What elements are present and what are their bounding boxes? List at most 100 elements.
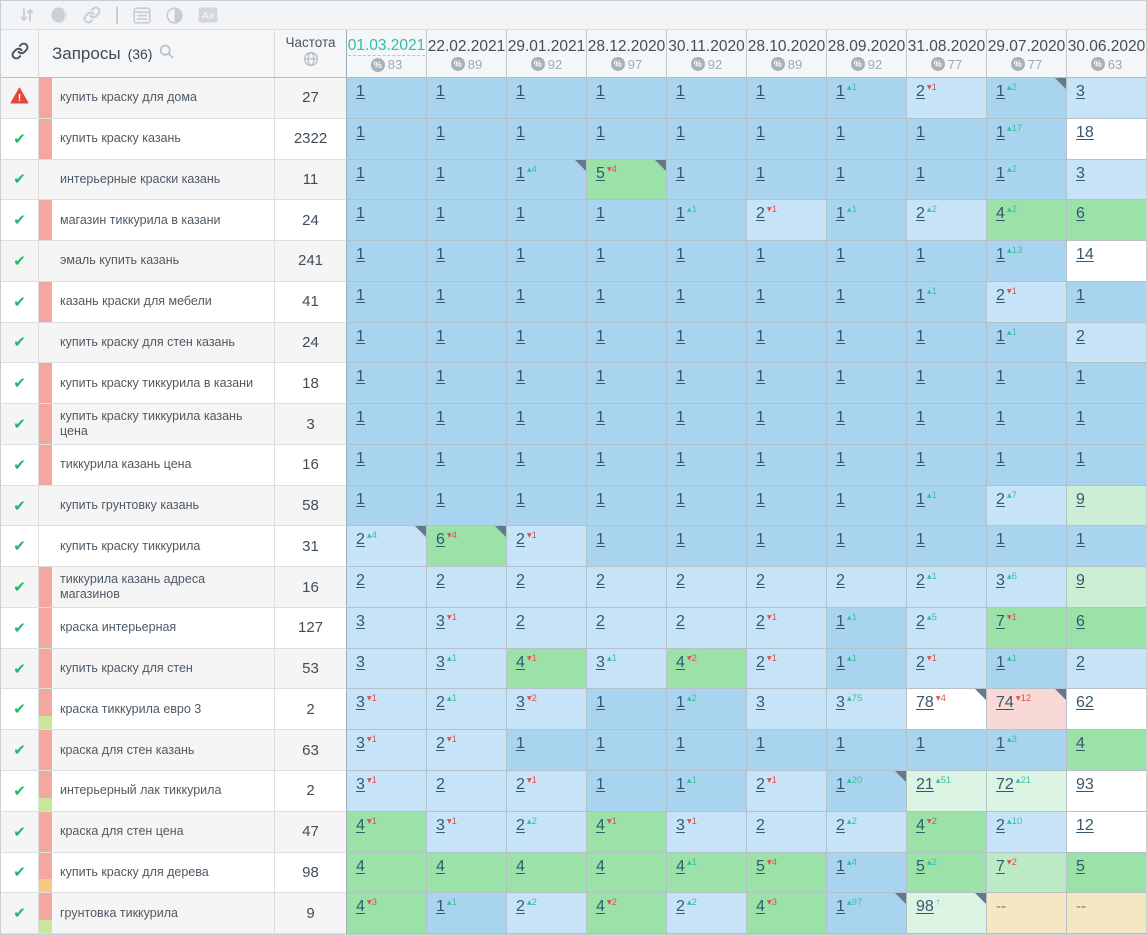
position-cell[interactable]: 1 [987, 444, 1067, 486]
position-cell[interactable]: 1 ▴4 [507, 159, 587, 201]
position-link[interactable]: 2 [916, 83, 925, 100]
position-cell[interactable]: 1 [507, 241, 587, 282]
date-column-header-01.03.2021[interactable]: 01.03.2021% 83 [347, 30, 427, 77]
position-link[interactable]: 1 [436, 898, 445, 916]
position-cell[interactable]: 1 [507, 730, 587, 772]
position-link[interactable]: 2 [516, 572, 525, 590]
position-link[interactable]: 1 [676, 327, 685, 345]
position-link[interactable]: 1 [916, 246, 925, 264]
position-link[interactable]: 1 [516, 164, 525, 182]
position-link[interactable]: 1 [676, 123, 685, 141]
date-label[interactable]: 01.03.2021 [347, 37, 426, 56]
position-link[interactable]: 2 [436, 694, 445, 712]
position-link[interactable]: 1 [516, 368, 525, 386]
position-link[interactable]: 2 [916, 572, 925, 590]
position-link[interactable]: 1 [836, 123, 845, 141]
position-cell[interactable]: 1 [507, 363, 587, 405]
position-cell[interactable]: 1 [747, 526, 827, 568]
position-link[interactable]: 3 [436, 816, 445, 834]
position-cell[interactable]: 21 ▴51 [907, 771, 987, 812]
position-cell[interactable]: 1 [827, 730, 907, 772]
position-cell[interactable]: 1 [507, 404, 587, 445]
position-cell[interactable]: 1 [1067, 363, 1146, 405]
group-circle-icon[interactable] [50, 5, 68, 25]
position-link[interactable]: 1 [996, 327, 1005, 345]
position-link[interactable]: 93 [1076, 776, 1094, 794]
position-cell[interactable]: 1 ▴3 [987, 730, 1067, 772]
position-cell[interactable]: 4 ▾3 [747, 893, 827, 934]
position-link[interactable]: 1 [916, 123, 925, 141]
date-label[interactable]: 31.08.2020 [907, 37, 986, 55]
position-link[interactable]: 1 [996, 246, 1005, 264]
position-cell[interactable]: 1 ▴2 [987, 159, 1067, 201]
position-cell[interactable]: 98 ↑ [907, 893, 987, 934]
position-link[interactable]: 4 [676, 857, 685, 875]
position-link[interactable]: 4 [756, 898, 765, 916]
position-link[interactable]: 3 [516, 694, 525, 712]
position-link[interactable]: 6 [1076, 205, 1085, 223]
query-cell[interactable]: эмаль купить казань [39, 241, 275, 282]
position-cell[interactable]: 1 [427, 78, 507, 119]
position-link[interactable]: 1 [596, 531, 605, 549]
date-column-header-28.10.2020[interactable]: 28.10.2020 % 89 [747, 30, 827, 77]
position-cell[interactable]: 1 [667, 241, 747, 282]
position-cell[interactable]: 1 [827, 281, 907, 323]
position-link[interactable]: 1 [676, 83, 685, 100]
position-cell[interactable]: 1 ▴1 [827, 648, 907, 690]
position-cell[interactable]: 1 ▴1 [667, 771, 747, 812]
position-link[interactable]: 1 [356, 205, 365, 223]
position-cell[interactable]: 1 [747, 159, 827, 201]
position-cell[interactable]: 72 ▴21 [987, 771, 1067, 812]
position-cell[interactable]: 3 [347, 607, 427, 649]
date-label[interactable]: 28.09.2020 [827, 37, 906, 55]
position-cell[interactable]: 6 [1067, 607, 1146, 649]
date-label[interactable]: 30.11.2020 [668, 37, 745, 55]
position-link[interactable]: 1 [676, 694, 685, 712]
position-link[interactable]: 2 [516, 776, 525, 794]
position-cell[interactable]: 2 [747, 567, 827, 608]
position-cell[interactable]: 4 ▾2 [907, 811, 987, 853]
position-cell[interactable]: 1 [827, 322, 907, 364]
date-label[interactable]: 29.01.2021 [507, 37, 586, 55]
position-cell[interactable]: 1 [587, 118, 667, 160]
position-link[interactable]: 4 [516, 653, 525, 671]
position-link[interactable]: 1 [916, 490, 925, 508]
position-link[interactable]: 2 [1076, 327, 1085, 345]
position-cell[interactable]: 1 [667, 730, 747, 772]
position-cell[interactable]: 1 ▴17 [987, 118, 1067, 160]
position-cell[interactable]: 1 ▴2 [987, 78, 1067, 119]
position-cell[interactable]: 1 [587, 444, 667, 486]
position-cell[interactable]: 1 [427, 404, 507, 445]
position-cell[interactable]: 1 [587, 363, 667, 405]
position-link[interactable]: 1 [836, 490, 845, 508]
position-link[interactable]: 1 [756, 123, 765, 141]
query-cell[interactable]: купить краску для стен казань [39, 322, 275, 364]
position-cell[interactable]: 1 [667, 322, 747, 364]
position-cell[interactable]: 3 ▴75 [827, 689, 907, 731]
position-link[interactable]: 3 [756, 694, 765, 712]
query-cell[interactable]: купить краску для дерева [39, 852, 275, 894]
position-cell[interactable]: 1 [427, 485, 507, 527]
query-text[interactable]: купить краску тиккурила [60, 538, 201, 553]
position-link[interactable]: 5 [1076, 857, 1085, 875]
position-link[interactable]: 2 [1076, 653, 1085, 671]
position-link[interactable]: 2 [916, 205, 925, 223]
position-link[interactable]: 1 [596, 776, 605, 794]
position-cell[interactable]: 6 ▾4 [427, 526, 507, 568]
position-cell[interactable]: 6 [1067, 200, 1146, 242]
date-column-header-29.07.2020[interactable]: 29.07.2020 % 77 [987, 30, 1067, 77]
position-cell[interactable]: 4 [427, 852, 507, 894]
position-link[interactable]: 4 [356, 898, 365, 916]
date-label[interactable]: 22.02.2021 [427, 37, 506, 55]
position-link[interactable]: 3 [356, 776, 365, 794]
position-cell[interactable]: 1 [427, 281, 507, 323]
position-link[interactable]: 4 [916, 816, 925, 834]
position-link[interactable]: 1 [516, 205, 525, 223]
position-cell[interactable]: 1 ▴1 [827, 78, 907, 119]
position-link[interactable]: 1 [996, 409, 1005, 427]
position-cell[interactable]: 1 [907, 404, 987, 445]
position-link[interactable]: 2 [356, 572, 365, 590]
query-cell[interactable]: купить краску для стен [39, 648, 275, 690]
position-cell[interactable]: 1 [427, 241, 507, 282]
position-cell[interactable]: 2 [427, 771, 507, 812]
